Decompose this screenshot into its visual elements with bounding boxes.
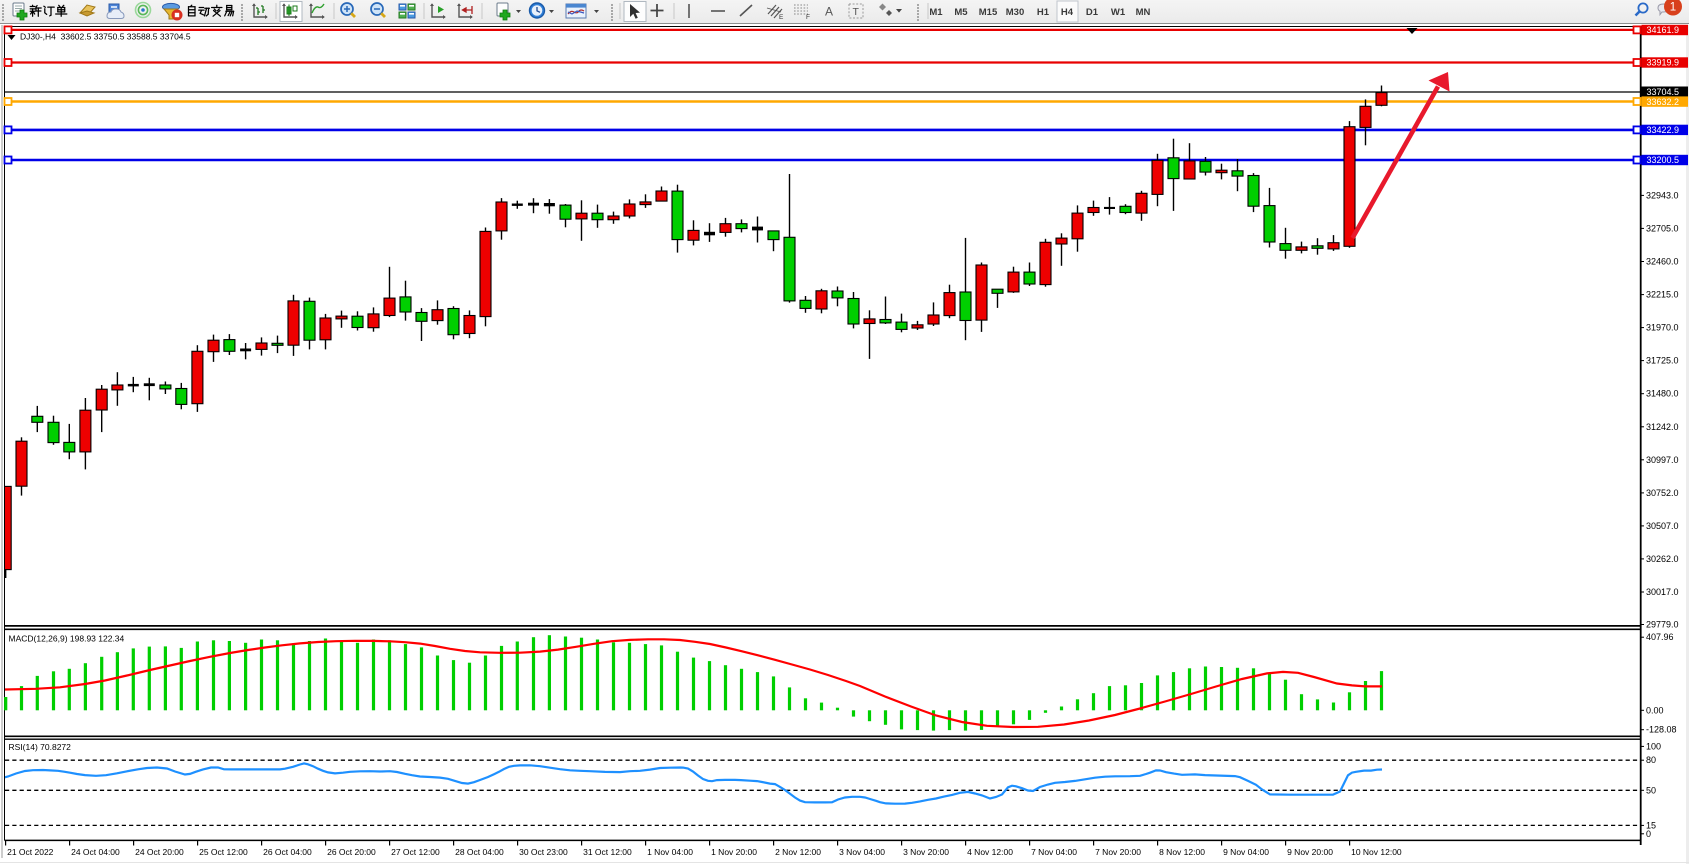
svg-text:MACD(12,26,9) 198.93 122.34: MACD(12,26,9) 198.93 122.34 [9,634,125,644]
svg-text:100: 100 [1646,741,1661,751]
svg-text:30507.0: 30507.0 [1646,521,1679,531]
svg-text:50: 50 [1646,785,1656,795]
svg-text:33200.5: 33200.5 [1647,155,1680,165]
svg-text:M5: M5 [954,7,968,18]
svg-text:15: 15 [1646,820,1656,830]
svg-text:MN: MN [1136,7,1151,18]
svg-text:7 Nov 20:00: 7 Nov 20:00 [1095,847,1141,857]
svg-text:32215.0: 32215.0 [1646,290,1679,300]
svg-text:26 Oct 20:00: 26 Oct 20:00 [327,847,376,857]
svg-text:4 Nov 12:00: 4 Nov 12:00 [967,847,1013,857]
svg-text:8 Nov 12:00: 8 Nov 12:00 [1159,847,1205,857]
svg-text:DJ30-,H4 33602.5 33750.5 3358: DJ30-,H4 33602.5 33750.5 33588.5 33704.5 [20,32,191,42]
svg-text:31725.0: 31725.0 [1646,356,1679,366]
svg-text:33919.9: 33919.9 [1647,58,1680,68]
svg-text:-128.08: -128.08 [1646,725,1677,735]
svg-text:30017.0: 30017.0 [1646,587,1679,597]
svg-text:3 Nov 04:00: 3 Nov 04:00 [839,847,885,857]
svg-text:30752.0: 30752.0 [1646,488,1679,498]
svg-text:1 Nov 20:00: 1 Nov 20:00 [711,847,757,857]
svg-text:H1: H1 [1037,7,1050,18]
svg-text:D1: D1 [1086,7,1099,18]
svg-text:F: F [806,14,810,21]
svg-text:10 Nov 12:00: 10 Nov 12:00 [1351,847,1402,857]
svg-text:33704.5: 33704.5 [1647,87,1680,97]
svg-text:407.96: 407.96 [1646,632,1674,642]
svg-text:30262.0: 30262.0 [1646,554,1679,564]
svg-text:31970.0: 31970.0 [1646,323,1679,333]
svg-text:3 Nov 20:00: 3 Nov 20:00 [903,847,949,857]
svg-text:33632.2: 33632.2 [1647,97,1680,107]
svg-text:RSI(14) 70.8272: RSI(14) 70.8272 [9,742,72,752]
svg-text:28 Oct 04:00: 28 Oct 04:00 [455,847,504,857]
svg-text:1: 1 [1670,2,1676,14]
svg-text:34161.9: 34161.9 [1647,25,1680,35]
svg-text:T: T [853,6,860,18]
svg-text:29779.0: 29779.0 [1646,620,1679,630]
svg-text:26 Oct 04:00: 26 Oct 04:00 [263,847,312,857]
svg-text:24 Oct 20:00: 24 Oct 20:00 [135,847,184,857]
svg-text:32460.0: 32460.0 [1646,257,1679,267]
svg-text:E: E [779,14,784,21]
svg-text:0.00: 0.00 [1646,705,1664,715]
svg-text:32705.0: 32705.0 [1646,223,1679,233]
svg-text:A: A [825,5,833,19]
svg-text:2 Nov 12:00: 2 Nov 12:00 [775,847,821,857]
svg-text:31480.0: 31480.0 [1646,389,1679,399]
svg-text:M30: M30 [1006,7,1024,18]
svg-text:1 Nov 04:00: 1 Nov 04:00 [647,847,693,857]
svg-text:21 Oct 2022: 21 Oct 2022 [7,847,54,857]
svg-text:9 Nov 04:00: 9 Nov 04:00 [1223,847,1269,857]
svg-text:H4: H4 [1061,7,1074,18]
svg-text:31 Oct 12:00: 31 Oct 12:00 [583,847,632,857]
svg-text:30 Oct 23:00: 30 Oct 23:00 [519,847,568,857]
svg-text:33422.9: 33422.9 [1647,125,1680,135]
svg-text:80: 80 [1646,755,1656,765]
svg-text:9 Nov 20:00: 9 Nov 20:00 [1287,847,1333,857]
svg-text:24 Oct 04:00: 24 Oct 04:00 [71,847,120,857]
svg-text:W1: W1 [1111,7,1126,18]
svg-text:27 Oct 12:00: 27 Oct 12:00 [391,847,440,857]
svg-text:31242.0: 31242.0 [1646,422,1679,432]
svg-text:M1: M1 [929,7,943,18]
svg-text:M15: M15 [979,7,998,18]
svg-text:30997.0: 30997.0 [1646,455,1679,465]
svg-text:32943.0: 32943.0 [1646,190,1679,200]
svg-text:7 Nov 04:00: 7 Nov 04:00 [1031,847,1077,857]
svg-text:25 Oct 12:00: 25 Oct 12:00 [199,847,248,857]
svg-text:0: 0 [1646,829,1651,839]
